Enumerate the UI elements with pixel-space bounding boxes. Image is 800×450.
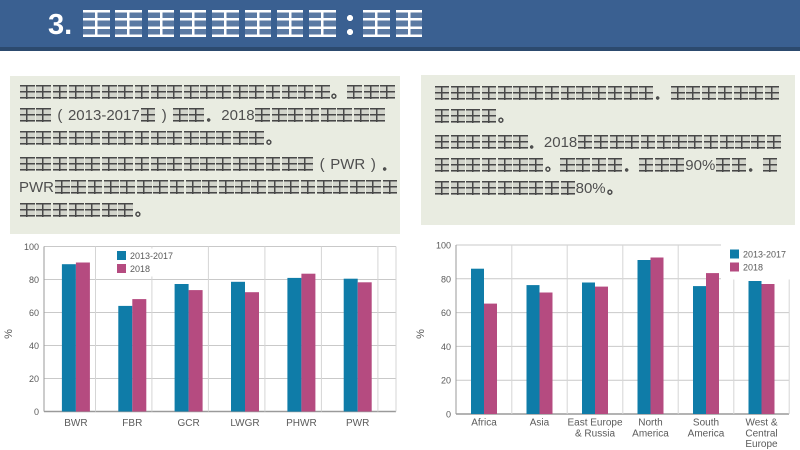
svg-text:80: 80 (441, 274, 451, 284)
svg-text:Africa: Africa (471, 418, 497, 429)
svg-text:2013-2017: 2013-2017 (743, 250, 786, 260)
svg-text:100: 100 (436, 241, 451, 251)
svg-text:FBR: FBR (122, 418, 142, 429)
svg-text:0: 0 (446, 410, 451, 420)
svg-text:%: % (3, 329, 15, 339)
svg-text:Asia: Asia (530, 418, 550, 429)
svg-text:60: 60 (441, 308, 451, 318)
svg-text:South: South (693, 418, 719, 429)
svg-text:GCR: GCR (177, 418, 199, 429)
svg-text:60: 60 (29, 308, 39, 318)
svg-text:%: % (415, 329, 427, 339)
svg-text:East Europe: East Europe (567, 418, 622, 429)
svg-text:America: America (632, 428, 669, 439)
svg-text:2018: 2018 (743, 263, 763, 273)
svg-text:& Russia: & Russia (575, 428, 615, 439)
svg-text:North: North (638, 418, 662, 429)
svg-text:40: 40 (29, 341, 39, 351)
svg-text:PHWR: PHWR (286, 418, 317, 429)
svg-text:Europe: Europe (745, 439, 778, 450)
svg-text:PWR: PWR (346, 418, 369, 429)
svg-text:LWGR: LWGR (230, 418, 259, 429)
svg-text:20: 20 (29, 374, 39, 384)
svg-text:100: 100 (24, 242, 39, 252)
svg-text:West &: West & (745, 418, 777, 429)
svg-text:2013-2017: 2013-2017 (130, 251, 173, 261)
svg-text:2018: 2018 (130, 264, 150, 274)
svg-text:40: 40 (441, 342, 451, 352)
svg-text:80: 80 (29, 275, 39, 285)
svg-text:America: America (688, 428, 725, 439)
svg-text:0: 0 (34, 407, 39, 417)
svg-text:BWR: BWR (64, 418, 87, 429)
svg-text:20: 20 (441, 376, 451, 386)
svg-text:Central: Central (745, 428, 777, 439)
